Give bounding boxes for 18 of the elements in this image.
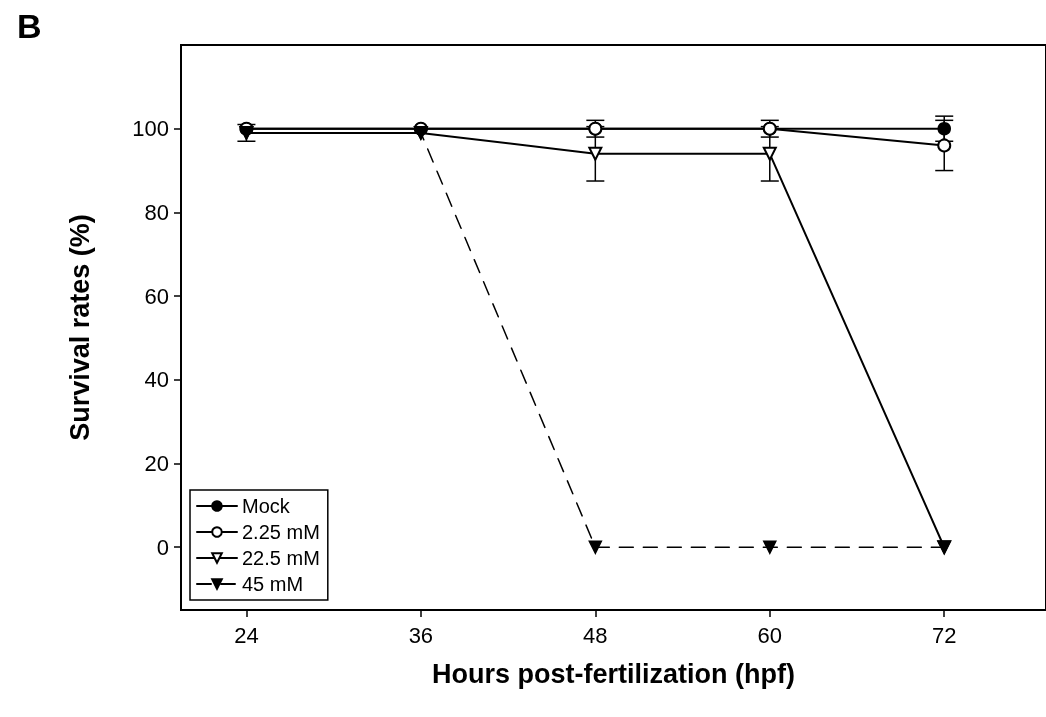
legend-label: Mock [242, 495, 291, 517]
x-tick-label: 48 [583, 622, 608, 648]
legend-label: 22.5 mM [242, 547, 320, 569]
x-tick-label: 24 [234, 622, 259, 648]
y-tick-label: 100 [132, 116, 169, 142]
y-tick-label: 60 [144, 283, 169, 309]
x-axis-title: Hours post-fertilization (hpf) [432, 658, 795, 689]
y-tick-label: 20 [144, 451, 169, 477]
legend-label: 45 mM [242, 573, 304, 595]
x-tick-label: 36 [408, 622, 434, 648]
y-tick-label: 40 [144, 367, 169, 393]
y-axis-title: Survival rates (%) [64, 214, 95, 441]
x-tick-label: 60 [757, 622, 783, 648]
y-tick-label: 80 [144, 199, 169, 225]
chart-title: B [17, 7, 42, 45]
legend-label: 2.25 mM [242, 521, 320, 543]
y-tick-label: 0 [156, 534, 169, 560]
x-tick-label: 72 [931, 622, 957, 648]
